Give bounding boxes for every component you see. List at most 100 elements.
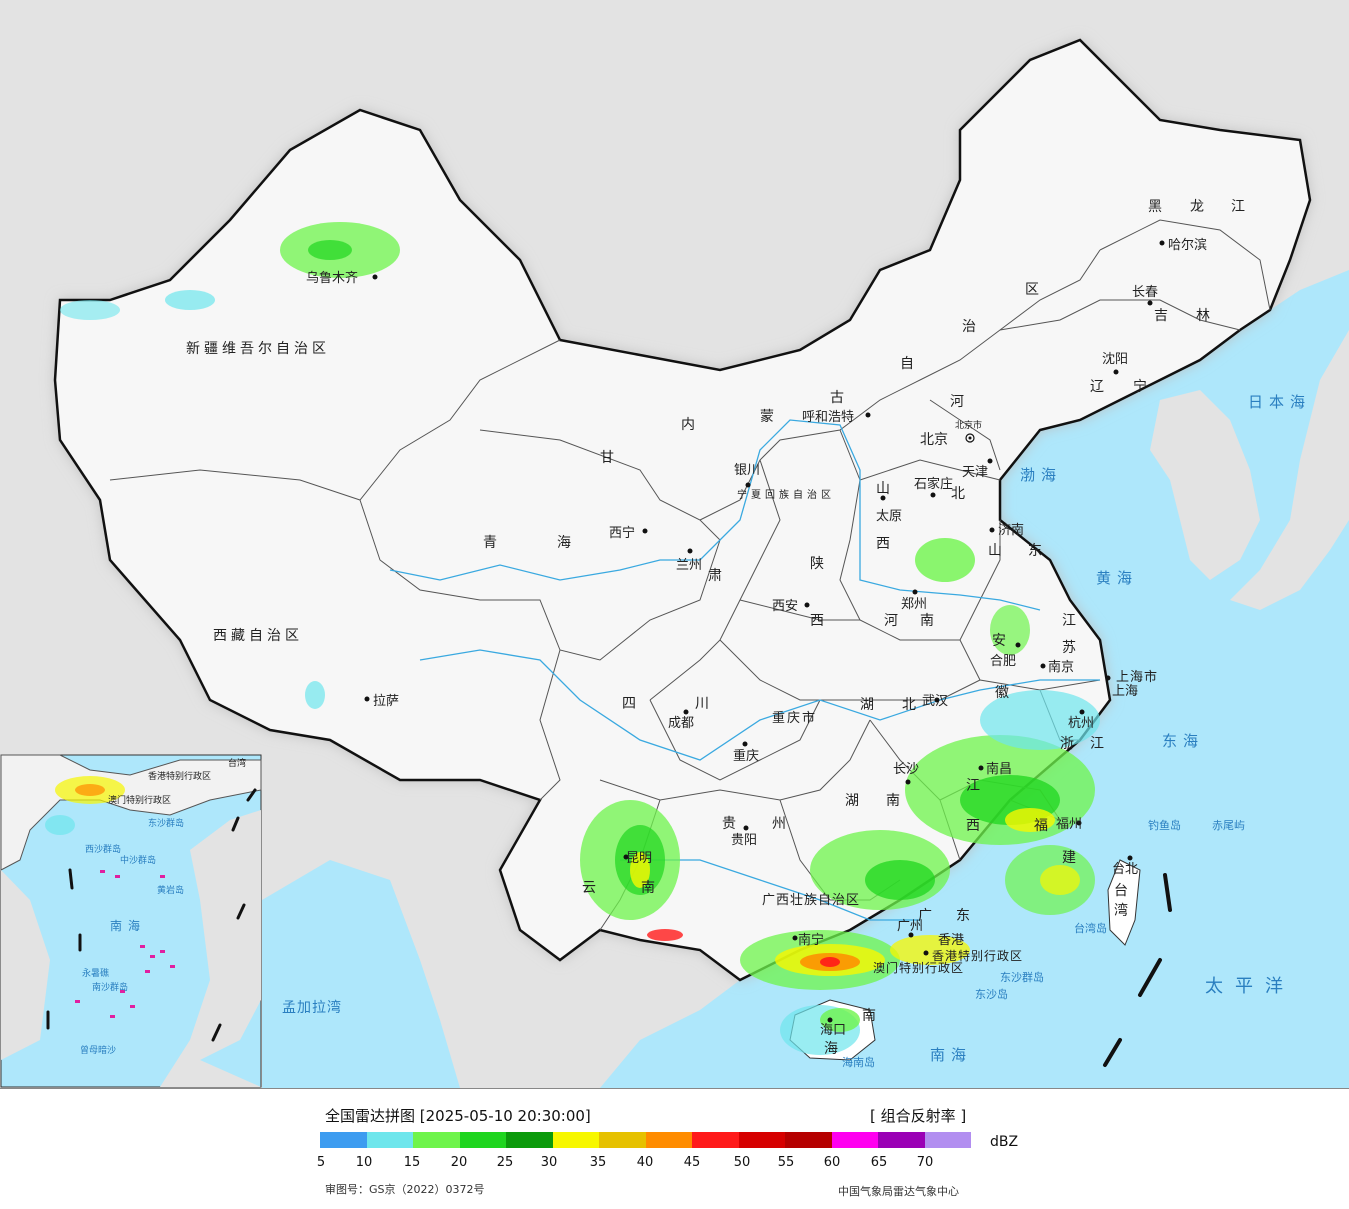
- province-label: 福: [1034, 818, 1052, 834]
- city-label: 西宁: [609, 525, 635, 541]
- province-label: 西藏自治区: [213, 628, 303, 644]
- color-swatch: [413, 1132, 460, 1148]
- province-label: 自: [900, 356, 918, 372]
- color-swatch: [506, 1132, 553, 1148]
- province-label: 徽: [995, 685, 1013, 701]
- color-swatch: [366, 1132, 413, 1148]
- city-label: 拉萨: [373, 694, 399, 709]
- tick-label: 50: [733, 1155, 751, 1170]
- sea-label: 东海: [1162, 732, 1204, 750]
- province-label: 黑: [1148, 199, 1166, 215]
- city-label: 北京市: [955, 419, 982, 431]
- echo-patch: [60, 300, 120, 320]
- province-label: 台: [1114, 883, 1132, 899]
- color-swatch: [738, 1132, 785, 1148]
- tick-label: 45: [683, 1155, 701, 1170]
- inset-label: 东沙群岛: [148, 817, 184, 829]
- province-label: 河: [950, 394, 968, 410]
- island-label: 台湾岛: [1074, 921, 1107, 935]
- rivers: [389, 419, 1100, 921]
- color-swatch: [320, 1132, 367, 1148]
- province-label: 澳门特别行政区: [873, 960, 964, 975]
- province-label: 江: [1090, 736, 1108, 752]
- tick-label: 40: [636, 1155, 654, 1170]
- echo-patch: [820, 957, 840, 967]
- boundary-dashes: [1103, 873, 1172, 1067]
- inset-label: 西沙群岛: [85, 843, 121, 855]
- sea-label: 太平洋: [1205, 976, 1295, 997]
- province-label: 浙: [1060, 736, 1078, 752]
- province-label: 湾: [1114, 902, 1132, 919]
- province-label: 西: [876, 536, 894, 552]
- city-label: 武汉: [922, 694, 948, 709]
- city-label: 台北: [1112, 862, 1138, 877]
- ocean: [600, 0, 1349, 1088]
- province-label: 吉: [1154, 308, 1172, 324]
- province-label: 区: [1025, 282, 1043, 298]
- province-label: 北: [951, 486, 969, 502]
- city-label: 重庆: [733, 748, 759, 764]
- tick-label: 5: [316, 1155, 326, 1170]
- province-label: 山: [988, 543, 1006, 559]
- inset-label: 南海: [110, 918, 146, 933]
- province-label: 安: [992, 633, 1010, 649]
- province-label: 苏: [1062, 640, 1080, 656]
- color-swatch: [878, 1132, 925, 1148]
- province-label: 古: [830, 390, 848, 406]
- city-label: 南昌: [986, 761, 1012, 777]
- inset-label: 曾母暗沙: [80, 1044, 116, 1056]
- echo-patch: [865, 860, 935, 900]
- inset-label: 澳门特别行政区: [108, 794, 171, 806]
- city-label: 天津: [962, 465, 988, 480]
- city-label: 长沙: [893, 762, 919, 777]
- province-label: 内: [681, 417, 699, 433]
- tick-label: 10: [355, 1155, 373, 1170]
- legend-panel: 全国雷达拼图 [2025-05-10 20:30:00] [ 组合反射率 ] 5…: [0, 1088, 1349, 1209]
- city-label: 郑州: [901, 597, 927, 612]
- color-swatch: [692, 1132, 739, 1148]
- province-label: 西: [966, 818, 984, 834]
- color-swatch: [552, 1132, 599, 1148]
- city-label: 哈尔滨: [1168, 237, 1207, 253]
- color-swatch: [924, 1132, 971, 1148]
- province-label: 甘: [600, 450, 618, 466]
- legend-title: 全国雷达拼图 [2025-05-10 20:30:00]: [325, 1107, 591, 1125]
- province-label: 蒙: [760, 409, 778, 425]
- tick-label: 35: [589, 1155, 607, 1170]
- echo-patch: [305, 681, 325, 709]
- tick-label: 55: [777, 1155, 795, 1170]
- city-markers: [364, 240, 1165, 1023]
- city-label: 乌鲁木齐: [306, 270, 358, 286]
- echo-patch: [308, 240, 352, 260]
- city-label: 呼和浩特: [802, 410, 854, 425]
- province-label: 宁夏回族自治区: [737, 488, 835, 501]
- province-label: 青: [483, 535, 501, 551]
- review-number: 审图号：GS京（2022）0372号: [325, 1183, 485, 1196]
- echo-patch: [820, 1008, 860, 1032]
- echo-patch: [647, 929, 683, 941]
- tick-label: 70: [916, 1155, 934, 1170]
- inset-label: 香港特别行政区: [148, 770, 211, 782]
- province-label: 上海市: [1116, 669, 1158, 685]
- echo-patch: [165, 290, 215, 310]
- province-label: 海: [824, 1041, 842, 1057]
- radar-echoes: [60, 222, 1100, 1055]
- province-label: 新疆维吾尔自治区: [186, 341, 330, 357]
- province-label: 江: [1062, 613, 1080, 629]
- city-label: 太原: [876, 509, 902, 524]
- sea-label: 黄海: [1096, 569, 1138, 587]
- south-china-sea-inset: 南海 东沙群岛 中沙群岛 西沙群岛 南沙群岛 黄岩岛 永暑礁 曾母暗沙 台湾 香…: [0, 754, 262, 1088]
- city-label: 兰州: [676, 558, 702, 573]
- province-label: 江: [1231, 199, 1249, 215]
- bay-of-bengal: [262, 860, 460, 1088]
- city-label: 昆明: [626, 851, 652, 866]
- city-label: 银川: [734, 463, 760, 478]
- province-label: 治: [962, 319, 980, 335]
- province-label: 海: [557, 535, 575, 551]
- tick-label: 30: [540, 1155, 558, 1170]
- province-label: 湖: [860, 697, 878, 713]
- inset-label: 中沙群岛: [120, 854, 156, 866]
- city-label: 合肥: [990, 654, 1016, 669]
- province-label: 贵: [722, 816, 740, 832]
- sea-label: 渤海: [1020, 466, 1062, 484]
